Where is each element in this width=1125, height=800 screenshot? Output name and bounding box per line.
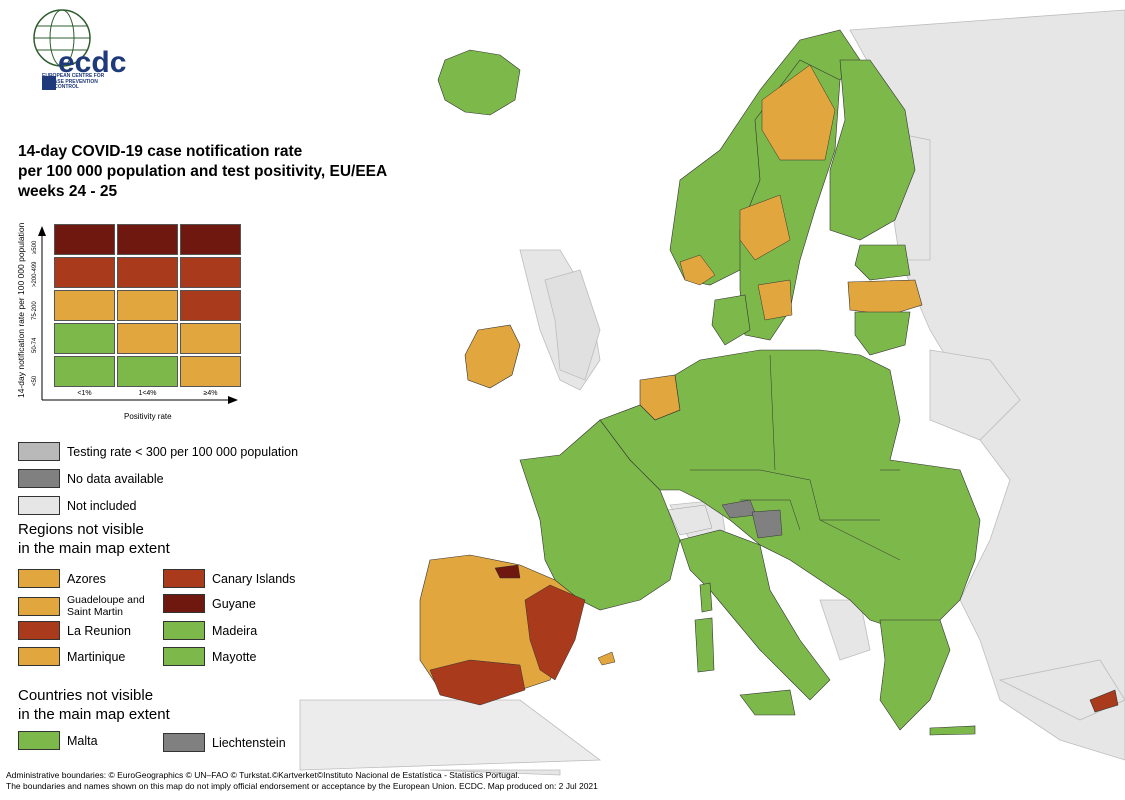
region-la-reunion: La Reunion	[18, 621, 131, 640]
matrix-y-axis-label: 14-day notification rate per 100 000 pop…	[16, 222, 26, 398]
sweden-north-orange	[761, 64, 836, 161]
region-canary-islands: Canary Islands	[163, 569, 295, 588]
swatch-light-grey	[18, 442, 60, 461]
sardinia	[694, 617, 715, 673]
france	[519, 419, 681, 611]
country-malta: Malta	[18, 731, 98, 750]
swatch-red	[163, 569, 205, 588]
matrix-col-label: <1%	[77, 390, 92, 397]
swatch-green	[163, 647, 205, 666]
matrix-cell	[117, 290, 178, 321]
grey-region-2	[751, 509, 783, 539]
swatch-dark-red	[163, 594, 205, 613]
swatch-dark-grey	[18, 469, 60, 488]
spain-south-red	[429, 659, 526, 706]
swatch-orange	[18, 569, 60, 588]
map-title: 14-day COVID-19 case notification rate p…	[18, 143, 388, 200]
matrix-cell	[54, 224, 115, 255]
region-guadeloupe: Guadeloupe and Saint Martin	[18, 594, 162, 618]
region-martinique: Martinique	[18, 647, 125, 666]
corsica	[699, 582, 713, 613]
sweden-south-orange	[757, 279, 793, 321]
sicily	[739, 689, 796, 716]
swatch-orange	[18, 647, 60, 666]
latvia	[847, 279, 923, 316]
matrix-cell	[54, 356, 115, 387]
country-liechtenstein: Liechtenstein	[163, 733, 286, 752]
estonia	[854, 244, 911, 281]
swatch-dark-grey	[163, 733, 205, 752]
matrix-col-label: 1<4%	[138, 390, 157, 397]
crete	[929, 725, 976, 736]
matrix-row-label: <50	[32, 375, 38, 386]
balearics	[597, 651, 616, 666]
matrix-cell	[180, 224, 241, 255]
countries-title: Countries not visible in the main map ex…	[18, 687, 170, 723]
spain-east-red	[524, 584, 586, 681]
swatch-orange	[18, 596, 60, 616]
swatch-not-included	[18, 496, 60, 515]
region-mayotte: Mayotte	[163, 647, 256, 666]
matrix-cell	[117, 323, 178, 354]
legend-testing-rate: Testing rate < 300 per 100 000 populatio…	[18, 442, 298, 461]
norway-orange-south	[679, 254, 716, 286]
matrix-cell	[117, 356, 178, 387]
regions-title: Regions not visible in the main map exte…	[18, 521, 170, 557]
region-madeira: Madeira	[163, 621, 257, 640]
spain-north-red	[494, 564, 521, 579]
matrix-cell	[180, 257, 241, 288]
matrix-col-label: ≥4%	[203, 390, 218, 397]
matrix-x-axis-label: Positivity rate	[124, 412, 172, 421]
matrix-cell	[180, 290, 241, 321]
matrix-row-label: 75-200	[32, 300, 38, 320]
matrix-row-label: ≥500	[32, 240, 38, 254]
matrix-cell	[54, 290, 115, 321]
denmark	[711, 294, 751, 346]
legend-not-included: Not included	[18, 496, 137, 515]
matrix-cell	[54, 323, 115, 354]
matrix-cell	[117, 224, 178, 255]
lithuania	[854, 311, 911, 356]
ecdc-subtitle: EUROPEAN CENTRE FOR DISEASE PREVENTION A…	[42, 73, 105, 90]
matrix-row-label: 50-74	[32, 337, 38, 353]
footer-credits: Administrative boundaries: © EuroGeograp…	[6, 770, 598, 791]
matrix-cell	[54, 257, 115, 288]
sweden-mid-orange	[739, 194, 791, 261]
greece	[879, 619, 951, 731]
ireland	[464, 324, 521, 389]
finland	[829, 59, 916, 241]
swatch-green	[18, 731, 60, 750]
region-guyane: Guyane	[163, 594, 256, 613]
region-azores: Azores	[18, 569, 106, 588]
non-included-land	[299, 9, 1125, 776]
switzerland	[667, 504, 713, 536]
legend-no-data: No data available	[18, 469, 164, 488]
matrix-cell	[180, 356, 241, 387]
swatch-red	[18, 621, 60, 640]
matrix-cell	[117, 257, 178, 288]
iceland	[437, 49, 521, 116]
matrix-cell	[180, 323, 241, 354]
central-europe	[599, 349, 981, 631]
svg-text:ecdc: ecdc	[58, 46, 126, 79]
matrix-axes	[38, 226, 238, 404]
cyprus	[1089, 689, 1119, 713]
swatch-green	[163, 621, 205, 640]
ecdc-logo-icon: ecdc	[33, 9, 126, 90]
matrix-row-label: >200-499	[32, 260, 38, 287]
